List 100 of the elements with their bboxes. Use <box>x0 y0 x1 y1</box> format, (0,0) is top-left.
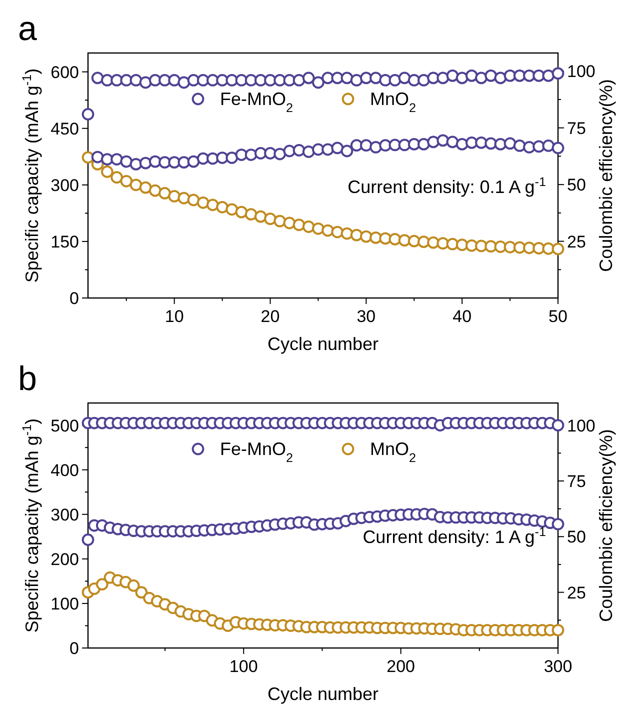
point <box>110 171 123 184</box>
chart-title: a <box>18 10 37 48</box>
point <box>465 69 478 82</box>
point <box>120 174 133 188</box>
point <box>82 108 94 120</box>
legend-label: MnO$_{2}$ <box>370 89 416 115</box>
point <box>226 152 238 164</box>
point <box>340 72 354 84</box>
point <box>542 69 555 82</box>
annotation: Current density: 1 A g$^{-1}$ <box>362 525 546 547</box>
point <box>456 138 468 150</box>
point <box>274 74 286 86</box>
point <box>427 236 440 249</box>
point <box>523 69 536 82</box>
point <box>542 140 555 152</box>
point <box>475 72 488 84</box>
point <box>302 146 315 158</box>
point <box>552 142 564 154</box>
y2-tick-label: 100 <box>567 416 596 436</box>
point <box>216 200 228 214</box>
legend-label: Fe-MnO$_{2}$ <box>220 89 294 115</box>
point <box>91 72 104 84</box>
point <box>552 242 564 256</box>
point <box>130 74 142 86</box>
point <box>484 240 498 253</box>
annotation: Current density: 0.1 A g$^{-1}$ <box>348 175 546 197</box>
x-tick-label: 40 <box>452 307 472 326</box>
x-tick-label: 300 <box>544 657 572 676</box>
y-tick-label: 500 <box>50 416 79 436</box>
point <box>532 69 546 82</box>
point <box>139 181 152 194</box>
point <box>226 74 238 86</box>
point <box>322 224 334 237</box>
point <box>532 242 546 254</box>
point <box>292 74 306 86</box>
x-tick-label: 200 <box>386 657 415 676</box>
point <box>418 74 430 86</box>
point <box>187 194 200 206</box>
point <box>398 138 411 152</box>
point <box>360 230 372 243</box>
point <box>158 74 171 86</box>
point <box>322 143 334 156</box>
point <box>427 136 440 148</box>
point <box>206 152 219 165</box>
point <box>196 196 210 209</box>
point <box>484 69 498 82</box>
point <box>130 158 142 170</box>
point <box>436 237 450 250</box>
point <box>158 156 171 169</box>
point <box>100 166 114 178</box>
point <box>244 148 258 161</box>
point <box>292 144 306 156</box>
point <box>120 74 133 86</box>
legend-label: Fe-MnO$_{2}$ <box>220 439 294 465</box>
point <box>360 139 372 152</box>
point <box>418 236 430 248</box>
point <box>158 187 171 200</box>
point <box>178 192 190 204</box>
point <box>370 231 382 244</box>
y2-tick-label: 25 <box>567 232 586 252</box>
y-tick-label: 300 <box>50 505 79 524</box>
x-tick-label: 100 <box>229 657 258 676</box>
point <box>226 203 238 216</box>
point <box>388 138 402 152</box>
point <box>552 67 564 80</box>
x-tick-label: 20 <box>260 307 280 326</box>
y-tick-label: 300 <box>50 176 79 195</box>
point <box>82 151 94 164</box>
point <box>398 72 411 84</box>
point <box>370 141 382 154</box>
point <box>283 74 296 86</box>
point <box>274 214 286 228</box>
y2-tick-label: 75 <box>567 472 586 491</box>
point <box>110 153 123 166</box>
point <box>264 74 276 86</box>
point <box>331 226 344 238</box>
x-axis-title: Cycle number <box>267 334 379 354</box>
point <box>292 218 306 232</box>
point <box>302 220 315 233</box>
point <box>322 72 334 84</box>
point <box>436 72 450 84</box>
point <box>446 238 459 250</box>
point <box>331 142 344 154</box>
point <box>388 74 402 86</box>
x-tick-label: 30 <box>356 307 376 326</box>
point <box>436 134 450 147</box>
y2-axis-title: Coulombic efficiency(%) <box>596 79 616 272</box>
point <box>379 74 392 86</box>
point <box>283 216 296 230</box>
chart-title: b <box>18 360 37 398</box>
point <box>340 227 354 240</box>
point <box>456 72 468 84</box>
point <box>523 242 536 254</box>
point <box>139 156 152 170</box>
point <box>148 184 162 197</box>
point <box>398 234 411 247</box>
y-tick-label: 600 <box>50 62 79 82</box>
point <box>254 210 267 223</box>
point <box>494 72 507 84</box>
point <box>504 137 516 150</box>
